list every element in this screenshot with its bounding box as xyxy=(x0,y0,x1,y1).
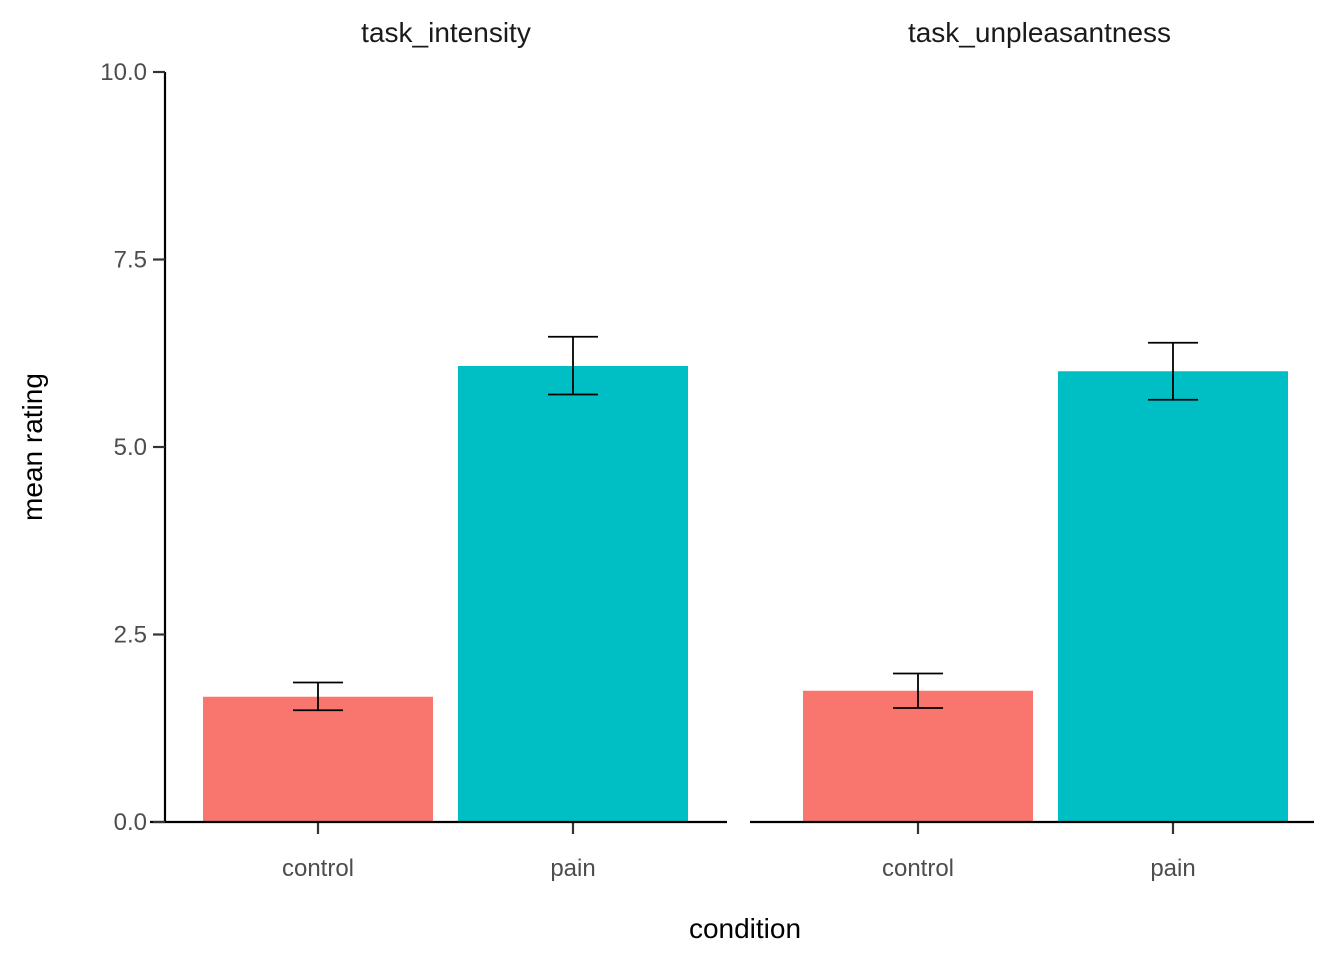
bar-control xyxy=(803,690,1033,822)
bar-pain xyxy=(458,366,688,822)
bar-control xyxy=(203,696,433,822)
x-axis-title: condition xyxy=(689,913,801,944)
y-axis-title: mean rating xyxy=(17,373,48,521)
x-tick-label: control xyxy=(882,855,954,882)
facet-title: task_unpleasantness xyxy=(908,17,1171,48)
bar-pain xyxy=(1058,371,1288,822)
x-tick-label: pain xyxy=(1150,855,1195,882)
y-tick-label: 7.5 xyxy=(114,247,147,274)
x-tick-label: control xyxy=(282,855,354,882)
y-tick-label: 10.0 xyxy=(100,59,147,86)
y-tick-label: 2.5 xyxy=(114,622,147,649)
facet-title: task_intensity xyxy=(361,17,531,48)
y-tick-label: 0.0 xyxy=(114,809,147,836)
x-tick-label: pain xyxy=(550,855,595,882)
y-tick-label: 5.0 xyxy=(114,434,147,461)
